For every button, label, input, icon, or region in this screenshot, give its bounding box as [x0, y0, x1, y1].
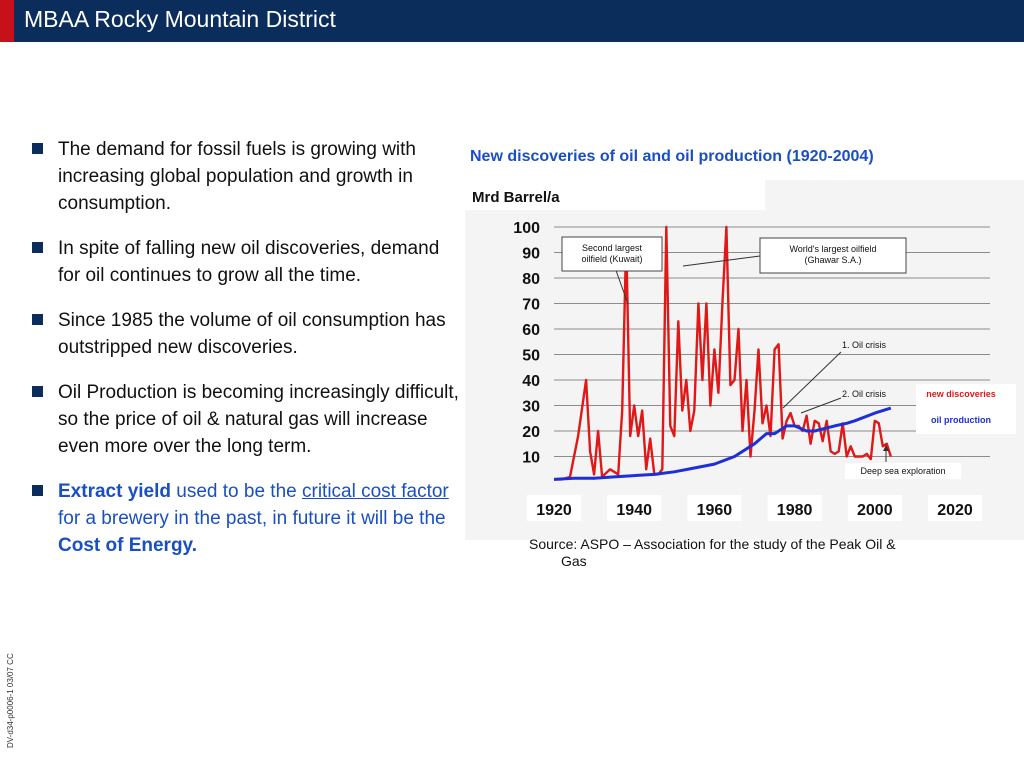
- annotation-ghawar: World's largest oilfield (Ghawar S.A.): [682, 237, 907, 274]
- y-tick-label: 100: [513, 220, 540, 237]
- source-line-2: Gas: [561, 553, 587, 569]
- y-tick-label: 10: [522, 450, 540, 467]
- annotation-text: World's largest oilfield (Ghawar S.A.): [789, 244, 876, 265]
- legend-discoveries: new discoveries: [926, 389, 996, 399]
- y-tick-label: 80: [522, 271, 540, 288]
- x-tick-label: 1940: [616, 502, 652, 519]
- bullet-square-icon: [32, 485, 43, 496]
- y-tick-label: 50: [522, 348, 540, 365]
- highlight-text: Cost of Energy.: [58, 535, 197, 556]
- series-line-oil-production: [553, 406, 892, 481]
- y-tick-label: 40: [522, 373, 540, 390]
- x-tick-bg: [847, 495, 902, 521]
- x-tick-bg: [607, 495, 662, 521]
- bullet-item: In spite of falling new oil discoveries,…: [30, 235, 460, 289]
- bullet-item: Extract yield used to be the critical co…: [30, 478, 460, 559]
- series-lines: [553, 225, 892, 481]
- header-accent: [0, 0, 14, 42]
- x-tick-label: 2020: [937, 502, 973, 519]
- annotation-oil-crisis-2: 2. Oil crisis: [800, 386, 894, 414]
- annotation-text: Second largest oilfield (Kuwait): [581, 243, 642, 264]
- underlined-text: critical cost factor: [302, 481, 449, 502]
- arrowhead-icon: [883, 445, 889, 451]
- annotation-deep-sea: Deep sea exploration: [845, 445, 961, 479]
- annotation-arrow: [682, 255, 761, 267]
- bullet-text-segment: used to be the: [171, 481, 302, 502]
- y-tick-label: 60: [522, 322, 540, 339]
- series-line-new-discoveries: [554, 225, 892, 481]
- legend-bg: [916, 384, 1016, 434]
- x-tick-bg: [687, 495, 742, 521]
- y-tick-labels: 10 20 30 40 50 60 70 80 90 100: [513, 220, 540, 467]
- header-bar: MBAA Rocky Mountain District: [0, 0, 1024, 42]
- bullet-item: Since 1985 the volume of oil consumption…: [30, 307, 460, 361]
- bullet-item: Oil Production is becoming increasingly …: [30, 379, 460, 460]
- y-tick-label: 30: [522, 399, 540, 416]
- y-tick-label: 90: [522, 246, 540, 263]
- y-tick-label: 20: [522, 424, 540, 441]
- annotation-kuwait: Second largest oilfield (Kuwait): [561, 236, 663, 305]
- annotation-text: 2. Oil crisis: [842, 389, 887, 399]
- x-tick-label: 1960: [697, 502, 733, 519]
- bullet-text-segment: for a brewery in the past, in future it …: [58, 508, 446, 529]
- bullet-text: Since 1985 the volume of oil consumption…: [58, 310, 446, 358]
- page-title: MBAA Rocky Mountain District: [24, 6, 336, 32]
- bullet-text: The demand for fossil fuels is growing w…: [58, 139, 416, 214]
- source-note: Source: ASPO – Association for the study…: [529, 536, 949, 570]
- annotation-box: [759, 237, 907, 274]
- annotation-box: [834, 386, 894, 402]
- y-axis-label: Mrd Barrel/a: [472, 189, 560, 206]
- y-tick-label: 70: [522, 297, 540, 314]
- x-tick-label: 1980: [777, 502, 813, 519]
- annotation-text: Deep sea exploration: [860, 466, 945, 476]
- bullet-square-icon: [32, 242, 43, 253]
- bullet-text: In spite of falling new oil discoveries,…: [58, 238, 440, 286]
- bullet-item: The demand for fossil fuels is growing w…: [30, 136, 460, 217]
- bullet-square-icon: [32, 386, 43, 397]
- x-tick-bg: [767, 495, 822, 521]
- x-tick-label: 1920: [536, 502, 572, 519]
- source-line-1: Source: ASPO – Association for the study…: [529, 536, 896, 552]
- annotation-text: 1. Oil crisis: [842, 340, 887, 350]
- annotation-arrow: [800, 397, 842, 414]
- bullet-list: The demand for fossil fuels is growing w…: [30, 136, 460, 577]
- bullet-square-icon: [32, 314, 43, 325]
- bullet-square-icon: [32, 143, 43, 154]
- legend-production: oil production: [931, 415, 991, 425]
- annotation-box: [845, 463, 961, 479]
- annotation-oil-crisis-1: 1. Oil crisis: [782, 337, 894, 409]
- x-tick-bg: [527, 495, 581, 521]
- chart-title: New discoveries of oil and oil productio…: [470, 148, 874, 165]
- x-tick-bg: [928, 495, 982, 521]
- chart-label-bg: [465, 180, 765, 210]
- x-tick-labels: 1920 1940 1960 1980 2000 2020: [527, 495, 982, 521]
- annotation-box: [834, 337, 894, 353]
- highlight-text: Extract yield: [58, 481, 171, 502]
- annotation-box: [561, 236, 663, 272]
- annotation-arrow: [782, 351, 842, 409]
- chart-panel: Mrd Barrel/a 10 20 30 40 50 60 70 80 90 100 1920 1…: [465, 180, 1024, 540]
- bullet-text: Oil Production is becoming increasingly …: [58, 382, 459, 457]
- x-tick-label: 2000: [857, 502, 893, 519]
- document-code: DV-d34-p0006-1 03/07 CC: [6, 653, 15, 748]
